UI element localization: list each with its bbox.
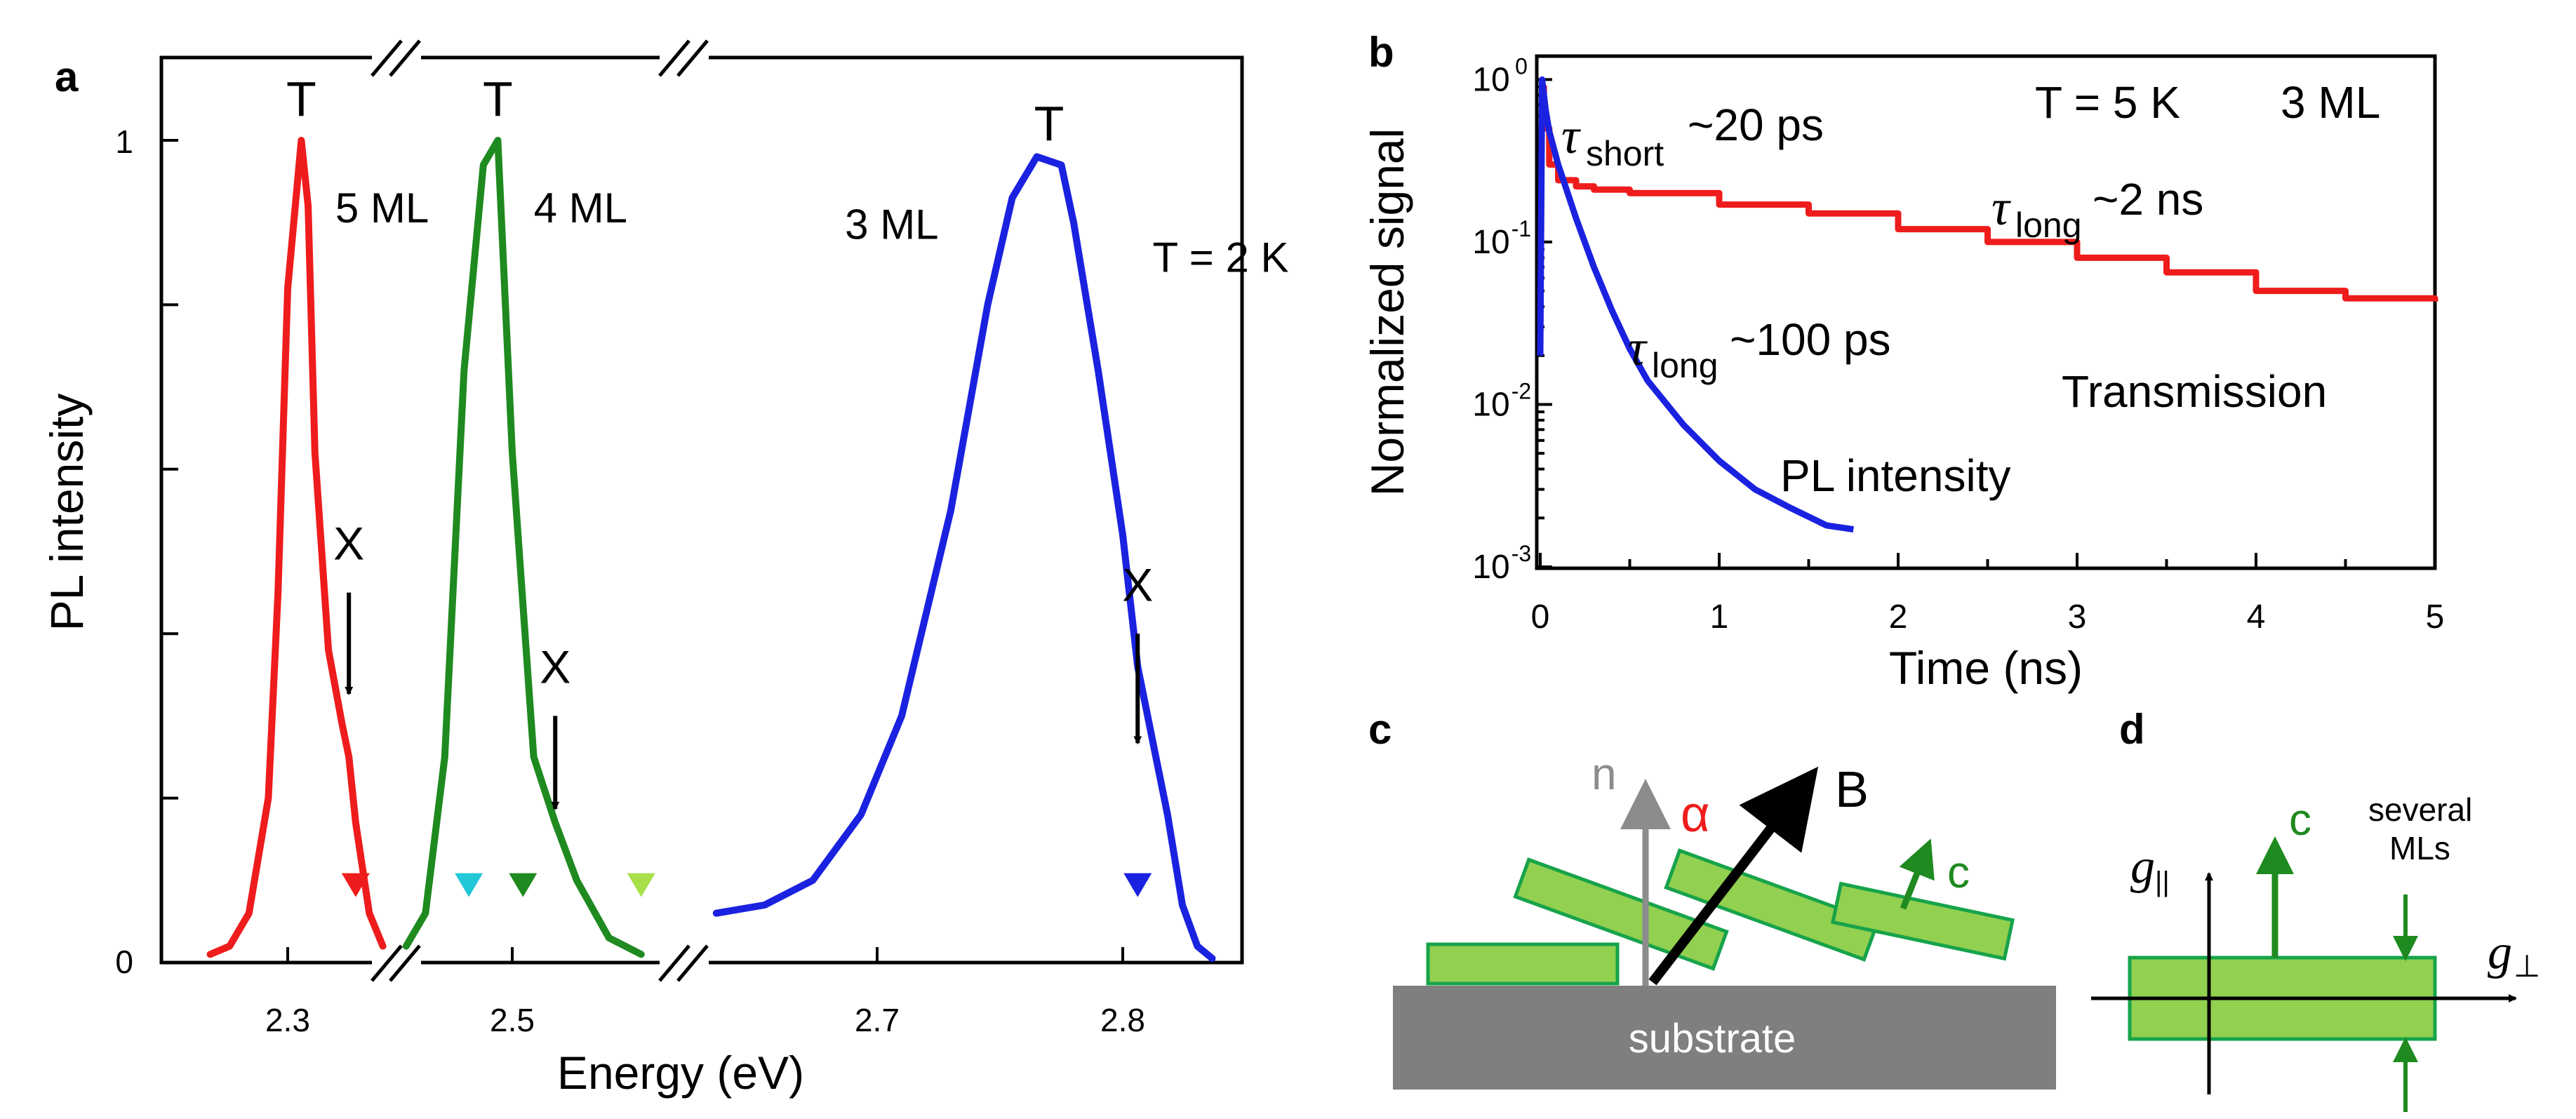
- tau-short-sub: short: [1586, 134, 1664, 173]
- a-annotation-3: 5 ML: [335, 185, 429, 232]
- a-triangle-marker-0: [341, 873, 370, 897]
- a-annotation-4: 4 ML: [534, 185, 627, 232]
- normal-label: n: [1591, 749, 1617, 799]
- tau-long-pl-annotation: τ long ~100 ps: [1628, 314, 1891, 385]
- a-triangle-marker-1: [455, 873, 483, 897]
- panel-a-frame: [159, 55, 1244, 965]
- b-ylabel: Normalized signal: [1361, 128, 1413, 497]
- panel-a-annotations: T T T 5 ML 4 ML 3 ML T = 2 K: [286, 72, 1289, 281]
- a-ytick-1: 1: [115, 123, 133, 160]
- b-xtick-1: 1: [1710, 598, 1729, 636]
- panel-b-label: b: [1368, 29, 1394, 76]
- d-c-axis-label: c: [2289, 794, 2311, 845]
- a-exciton-label-0: X: [333, 518, 364, 570]
- several-mls-line2: MLs: [2389, 830, 2450, 866]
- tilted-sheet-3: [1830, 881, 2015, 961]
- tau-long-trans-sub: long: [2015, 206, 2082, 245]
- b-pl-label: PL intensity: [1780, 450, 2010, 501]
- c-axis-arrow: [1899, 838, 1935, 910]
- field-b-label: B: [1835, 762, 1869, 818]
- panel-a-series: [206, 137, 1216, 963]
- panel-d: d c several MLs g || g ⊥: [2091, 706, 2540, 1112]
- panel-d-label: d: [2119, 706, 2145, 753]
- panel-b-series: [1537, 76, 2438, 533]
- a-annotation-1: T: [483, 72, 513, 126]
- panel-a-exciton-arrows: X X X: [333, 518, 1153, 811]
- g-par-symbol: g: [2130, 840, 2155, 894]
- a-xlabel: Energy (eV): [557, 1047, 804, 1099]
- a-series-4-ml: [402, 137, 645, 958]
- tau-long-pl-value: ~100 ps: [1730, 314, 1891, 365]
- a-triangle-marker-3: [627, 873, 655, 897]
- tilted-sheet-1: [1513, 857, 1729, 971]
- b-xlabel: Time (ns): [1889, 642, 2083, 694]
- a-annotation-2: T: [1034, 96, 1065, 151]
- tau-short-value: ~20 ps: [1688, 100, 1824, 150]
- a-annotation-6: T = 2 K: [1153, 234, 1289, 281]
- a-xtick-0: 2.3: [265, 1002, 310, 1038]
- tau-long-trans-value: ~2 ns: [2093, 174, 2203, 225]
- a-series-5-ml: [206, 137, 387, 958]
- b-series-pl-intensity: [1537, 76, 1854, 533]
- b-thickness-label: 3 ML: [2281, 77, 2380, 128]
- a-series-3-ml: [712, 153, 1216, 963]
- b-temp-label: T = 5 K: [2035, 77, 2180, 128]
- c-axis-label: c: [1947, 847, 1970, 897]
- g-perp-label: g ⊥: [2488, 925, 2540, 984]
- panel-c-label: c: [1368, 706, 1392, 753]
- panel-c: c substrate n α B c: [1368, 706, 2056, 1090]
- tau-long-pl-sub: long: [1652, 346, 1719, 385]
- b-ytick-2: 10: [1472, 386, 1509, 423]
- a-xtick-3: 2.8: [1100, 1002, 1145, 1038]
- several-mls-line1: several: [2368, 791, 2472, 828]
- b-xtick-2: 2: [1889, 598, 1908, 636]
- a-annotation-0: T: [286, 72, 316, 126]
- tilted-sheet-2: [1664, 848, 1880, 962]
- a-xtick-2: 2.7: [855, 1002, 900, 1038]
- a-ylabel: PL intensity: [41, 394, 93, 631]
- substrate-label: substrate: [1629, 1016, 1796, 1061]
- g-perp-symbol: g: [2488, 925, 2512, 979]
- a-ytick-0: 0: [115, 944, 133, 980]
- b-ytick-0: 10: [1472, 61, 1509, 98]
- axis-break-marks: [371, 39, 709, 982]
- a-triangle-marker-2: [509, 873, 538, 897]
- g-perp-sub: ⊥: [2514, 949, 2540, 984]
- field-b-arrow: [1648, 766, 1819, 986]
- a-xtick-1: 2.5: [490, 1002, 535, 1038]
- b-xtick-0: 0: [1531, 598, 1550, 636]
- b-xtick-5: 5: [2426, 598, 2445, 636]
- angle-label: α: [1681, 786, 1710, 843]
- panel-a-ticks: [163, 139, 1124, 964]
- b-ytick-exp-2: -2: [1511, 378, 1531, 403]
- a-exciton-label-2: X: [1122, 558, 1153, 610]
- b-ytick-3: 10: [1472, 549, 1509, 586]
- tau-long-trans-annotation: τ long ~2 ns: [1991, 174, 2203, 245]
- panel-a-label: a: [55, 53, 79, 100]
- tau-short-symbol: τ: [1561, 108, 1581, 164]
- b-xtick-4: 4: [2247, 598, 2266, 636]
- b-ytick-exp-0: 0: [1515, 53, 1528, 79]
- a-exciton-label-1: X: [540, 641, 570, 693]
- substrate-block: [1393, 986, 2056, 1090]
- b-xtick-3: 3: [2068, 598, 2087, 636]
- panel-a: a 0 1 2.3 2.5 2.7 2.8 Energy (eV) PL int…: [41, 39, 1289, 1099]
- b-ytick-exp-1: -1: [1511, 216, 1531, 241]
- b-transmission-label: Transmission: [2062, 366, 2327, 417]
- panel-b-frame: [1535, 54, 2437, 570]
- g-par-label: g ||: [2130, 840, 2170, 897]
- tau-short-annotation: τ short ~20 ps: [1561, 100, 1824, 173]
- b-ytick-1: 10: [1472, 224, 1509, 261]
- panel-a-markers: [341, 873, 1152, 897]
- tau-long-pl-symbol: τ: [1628, 320, 1648, 376]
- flat-sheet: [1426, 942, 1620, 986]
- b-ytick-exp-3: -3: [1511, 541, 1531, 566]
- a-triangle-marker-4: [1123, 873, 1152, 897]
- a-annotation-5: 3 ML: [845, 201, 938, 248]
- g-par-sub: ||: [2155, 866, 2170, 897]
- tau-long-trans-symbol: τ: [1991, 180, 2011, 236]
